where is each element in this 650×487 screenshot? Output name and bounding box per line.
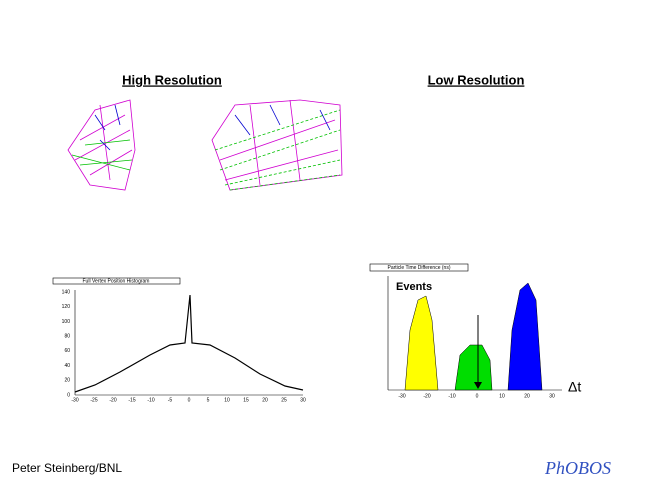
annotation: Δt bbox=[568, 379, 581, 395]
x-tick-label: 25 bbox=[281, 397, 287, 403]
x-tick-label: -10 bbox=[448, 393, 455, 399]
y-tick-label: 20 bbox=[64, 378, 70, 384]
y-label: Events bbox=[396, 281, 432, 293]
x-tick-label: 10 bbox=[499, 393, 505, 399]
x-tick-label: 30 bbox=[549, 393, 555, 399]
footer: Peter Steinberg/BNL bbox=[12, 461, 122, 475]
plot-title: Full Vertex Position Histogram bbox=[83, 278, 150, 284]
x-tick-label: 20 bbox=[524, 393, 530, 399]
event-display bbox=[67, 99, 343, 191]
x-tick-label: 15 bbox=[243, 397, 249, 403]
x-tick-label: -10 bbox=[147, 397, 154, 403]
y-tick-label: 0 bbox=[67, 392, 70, 398]
x-tick-label: 0 bbox=[476, 393, 479, 399]
x-tick-label: -30 bbox=[398, 393, 405, 399]
x-tick-label: 10 bbox=[224, 397, 230, 403]
x-tick-label: -5 bbox=[168, 397, 173, 403]
x-tick-label: -30 bbox=[71, 397, 78, 403]
y-tick-label: 80 bbox=[64, 333, 70, 339]
x-tick-label: 5 bbox=[207, 397, 210, 403]
x-tick-label: -15 bbox=[128, 397, 135, 403]
x-tick-label: -20 bbox=[109, 397, 116, 403]
heading: High Resolution bbox=[122, 72, 222, 87]
x-tick-label: 0 bbox=[188, 397, 191, 403]
plot-title: Particle Time Difference (ns) bbox=[388, 265, 451, 271]
x-tick-label: 20 bbox=[262, 397, 268, 403]
y-tick-label: 140 bbox=[62, 289, 71, 295]
x-tick-label: -20 bbox=[423, 393, 430, 399]
x-tick-label: 30 bbox=[300, 397, 306, 403]
logo: PhOBOS bbox=[544, 458, 611, 478]
y-tick-label: 60 bbox=[64, 348, 70, 354]
x-tick-label: -25 bbox=[90, 397, 97, 403]
vertex-histogram: Full Vertex Position Histogram bbox=[52, 277, 304, 396]
heading: Low Resolution bbox=[428, 72, 525, 87]
y-tick-label: 100 bbox=[62, 319, 71, 325]
y-tick-label: 120 bbox=[62, 304, 71, 310]
time-histogram: Particle Time Difference (ns) Events Δt bbox=[369, 263, 581, 395]
y-tick-label: 40 bbox=[64, 363, 70, 369]
